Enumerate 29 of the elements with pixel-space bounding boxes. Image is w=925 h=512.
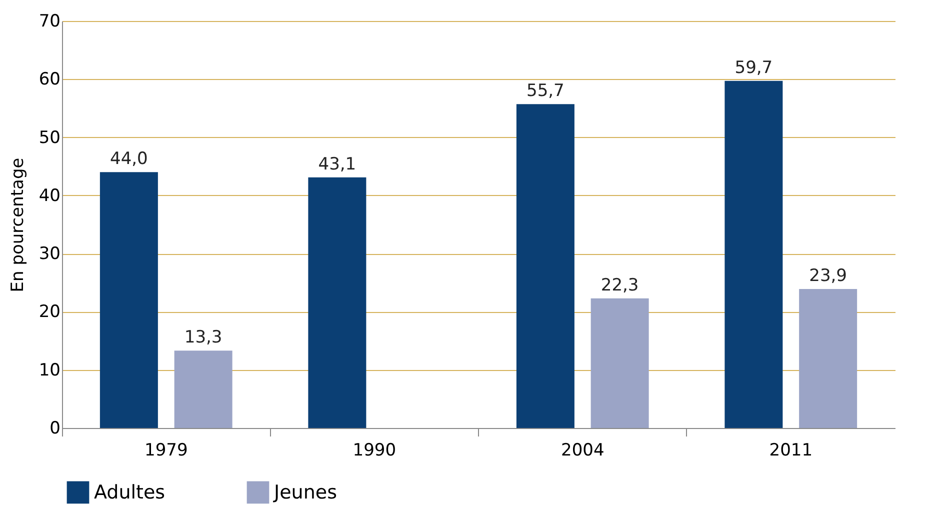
legend-label: Jeunes bbox=[273, 481, 337, 504]
data-label: 23,9 bbox=[809, 266, 847, 286]
y-tick-label: 50 bbox=[38, 128, 60, 148]
bar bbox=[724, 80, 783, 428]
y-tick-label: 30 bbox=[38, 244, 60, 264]
data-label: 22,3 bbox=[600, 275, 639, 296]
bar bbox=[590, 298, 649, 428]
data-label: 43,1 bbox=[318, 154, 356, 174]
bar bbox=[308, 177, 366, 428]
y-tick-label: 20 bbox=[38, 302, 60, 322]
bar bbox=[799, 289, 858, 428]
y-tick-label: 60 bbox=[38, 70, 60, 90]
y-axis-title: En pourcentage bbox=[8, 158, 28, 292]
bar bbox=[174, 350, 232, 428]
y-tick-label: 40 bbox=[38, 186, 60, 206]
bar bbox=[516, 104, 574, 428]
data-label: 55,7 bbox=[526, 81, 564, 102]
x-tick-label: 1990 bbox=[352, 440, 396, 460]
legend-label: Adultes bbox=[94, 481, 166, 504]
x-tick-label: 2011 bbox=[769, 440, 813, 460]
data-label: 44,0 bbox=[110, 149, 148, 170]
bar bbox=[100, 172, 158, 428]
x-tick-label: 1979 bbox=[144, 440, 188, 460]
y-tick-label: 10 bbox=[38, 360, 60, 380]
y-tick-label: 70 bbox=[38, 12, 60, 32]
x-tick-label: 2004 bbox=[560, 440, 604, 460]
data-label: 59,7 bbox=[734, 58, 773, 78]
y-tick-label: 0 bbox=[50, 418, 60, 438]
data-label: 13,3 bbox=[184, 328, 222, 348]
